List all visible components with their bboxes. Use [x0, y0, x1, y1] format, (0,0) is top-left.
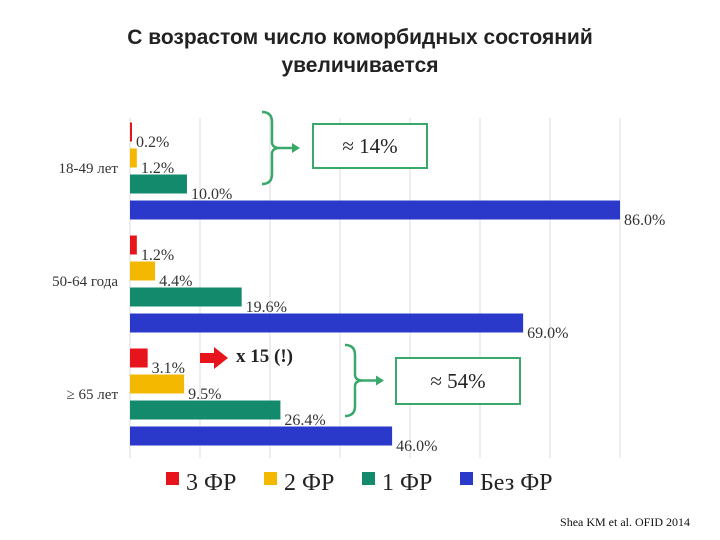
- annotation-x15: x 15 (!): [236, 346, 293, 367]
- bar: [130, 122, 132, 142]
- bar: [130, 287, 242, 307]
- bar: [130, 313, 524, 333]
- data-label: 26.4%: [284, 412, 325, 429]
- citation: Shea KM et al. OFID 2014: [560, 515, 690, 529]
- bar: [130, 348, 148, 368]
- data-label: 10.0%: [191, 186, 232, 203]
- bar: [130, 374, 185, 394]
- data-label: 19.6%: [246, 299, 287, 316]
- data-label: 1.2%: [141, 247, 174, 264]
- legend: 3 ФР 2 ФР 1 ФР Без ФР: [166, 470, 553, 496]
- data-label: 0.2%: [136, 134, 169, 151]
- annotation-box-54: [395, 357, 521, 405]
- annotation-box-14-text: ≈ 14%: [342, 134, 397, 158]
- title-line-2: увеличивается: [281, 54, 439, 77]
- brace-65: [344, 343, 364, 418]
- legend-label: Без ФР: [480, 470, 553, 496]
- category-label: 50-64 года: [52, 274, 118, 290]
- brace-arrow-18-49-head: [292, 143, 300, 153]
- bar: [130, 400, 281, 420]
- bars: [130, 122, 620, 446]
- legend-label: 1 ФР: [382, 470, 432, 496]
- annotation-box-54-text: ≈ 54%: [430, 369, 485, 393]
- category-label: ≥ 65 лет: [67, 387, 119, 403]
- red-arrow-icon: [200, 347, 228, 369]
- bar: [130, 174, 187, 194]
- brace-arrow-65-head: [376, 375, 384, 386]
- legend-label: 3 ФР: [186, 470, 236, 496]
- brace-18-49: [261, 110, 281, 186]
- data-label: 46.0%: [396, 438, 437, 455]
- annotations: ≈ 14% ≈ 54% x 15 (!): [200, 110, 521, 418]
- data-label: 9.5%: [188, 386, 221, 403]
- legend-swatch: [264, 472, 277, 485]
- legend-swatch: [166, 472, 179, 485]
- data-label: 86.0%: [624, 212, 665, 229]
- bar: [130, 261, 156, 281]
- legend-swatch: [362, 472, 375, 485]
- bar: [130, 235, 137, 255]
- category-labels: 18-49 лет 50-64 года ≥ 65 лет: [52, 161, 118, 403]
- title-line-1: С возрастом число коморбидных состояний: [127, 26, 593, 49]
- bar: [130, 148, 137, 168]
- chart-title: С возрастом число коморбидных состояний …: [0, 24, 720, 80]
- annotation-box-14: [312, 123, 428, 169]
- data-label: 69.0%: [527, 325, 568, 342]
- legend-label: 2 ФР: [284, 470, 334, 496]
- data-label: 4.4%: [159, 273, 192, 290]
- bar: [130, 426, 393, 446]
- category-label: 18-49 лет: [59, 161, 119, 177]
- data-labels: 0.2% 1.2% 10.0% 86.0% 1.2% 4.4% 19.6% 69.0% 3.1%…: [136, 134, 665, 455]
- data-label: 1.2%: [141, 160, 174, 177]
- legend-swatch: [460, 472, 473, 485]
- bar: [130, 200, 620, 220]
- data-label: 3.1%: [152, 360, 185, 377]
